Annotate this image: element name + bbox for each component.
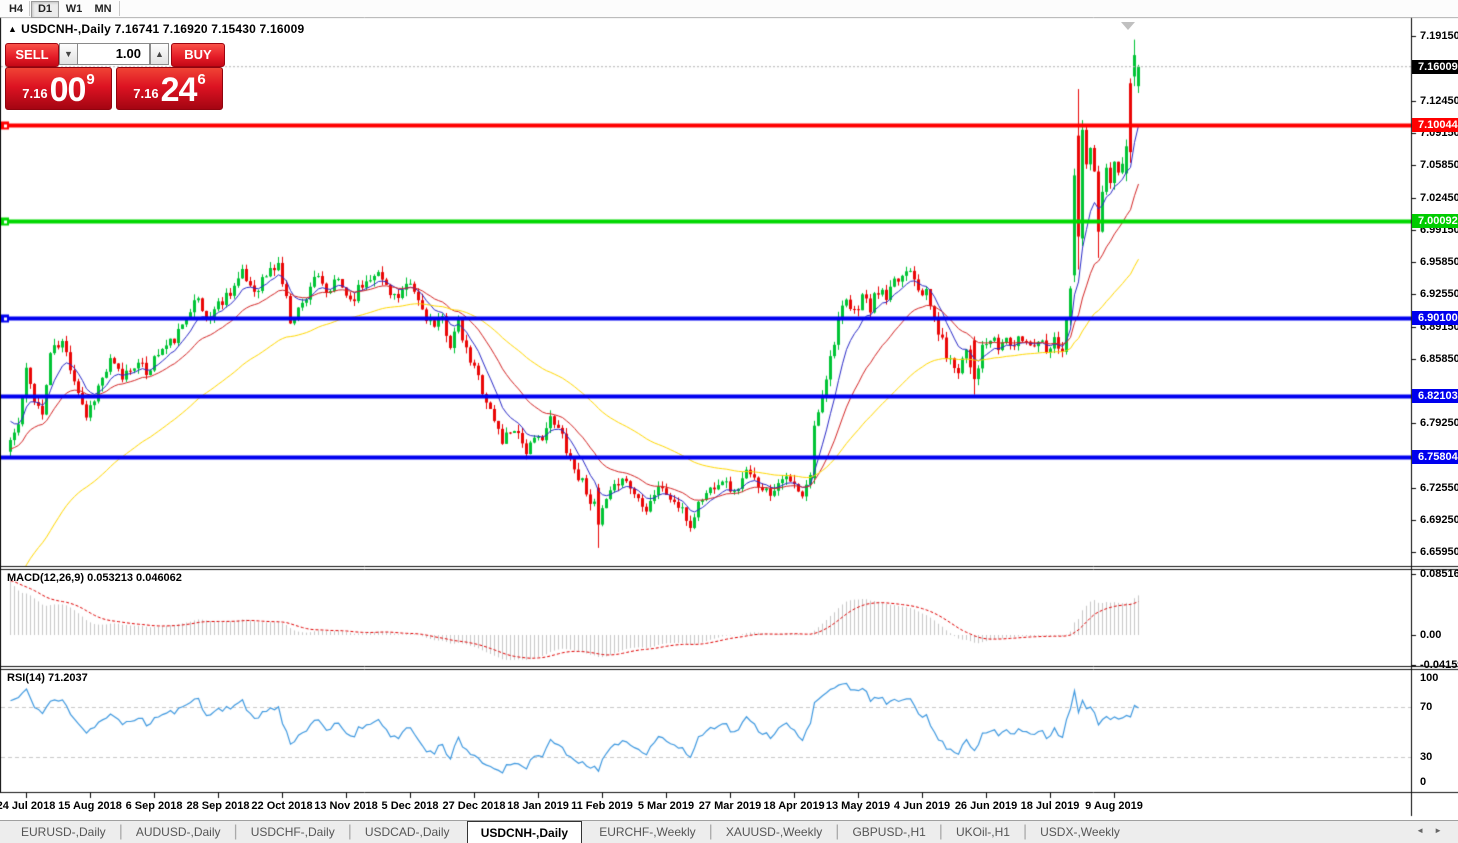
price-tick-label: 6.95850 bbox=[1420, 256, 1458, 268]
sell-price-prefix: 7.16 bbox=[22, 86, 48, 101]
sell-button[interactable]: SELL bbox=[5, 43, 59, 67]
tab-usdchf-daily[interactable]: USDCHF-,Daily bbox=[250, 825, 335, 839]
tab-scroll-arrows: ◄► bbox=[1416, 825, 1452, 836]
tab-scroll-right-icon[interactable]: ► bbox=[1434, 826, 1452, 835]
collapse-arrow-icon[interactable]: ▲ bbox=[8, 24, 18, 34]
price-tick-label: 6.69250 bbox=[1420, 514, 1458, 526]
date-tick-label: 18 Jul 2019 bbox=[1020, 800, 1080, 812]
timeframe-button-mn[interactable]: MN bbox=[94, 3, 112, 15]
timeframe-toolbar: H4 D1 W1 MN bbox=[0, 0, 1458, 18]
tab-separator: | bbox=[938, 823, 943, 840]
rsi-tick-label: 70 bbox=[1420, 701, 1433, 713]
date-tick-label: 5 Mar 2019 bbox=[637, 800, 695, 812]
price-tick-label: 6.92550 bbox=[1420, 288, 1458, 300]
date-tick-label: 24 Jul 2018 bbox=[0, 800, 56, 812]
price-tick-label: 6.79250 bbox=[1420, 417, 1458, 429]
date-tick-label: 11 Feb 2019 bbox=[571, 800, 633, 812]
price-tick-label: 7.12450 bbox=[1420, 95, 1458, 107]
tab-xauusd-weekly[interactable]: XAUUSD-,Weekly bbox=[725, 825, 823, 839]
macd-tick-label: -0.041597 bbox=[1420, 659, 1458, 671]
chart-shift-marker-icon bbox=[1121, 22, 1135, 30]
date-tick-label: 22 Oct 2018 bbox=[251, 800, 313, 812]
tab-separator: | bbox=[233, 823, 238, 840]
date-tick-label: 5 Dec 2018 bbox=[381, 800, 439, 812]
macd-label: MACD(12,26,9) 0.053213 0.046062 bbox=[7, 572, 182, 584]
symbol-ohlc: 7.16741 7.16920 7.15430 7.16009 bbox=[114, 22, 305, 36]
tab-usdx-weekly[interactable]: USDX-,Weekly bbox=[1040, 825, 1120, 839]
date-tick-label: 18 Jan 2019 bbox=[507, 800, 569, 812]
rsi-title: RSI(14) bbox=[7, 672, 45, 684]
date-tick-label: 26 Jun 2019 bbox=[954, 800, 1018, 812]
price-tick-label: 7.05850 bbox=[1420, 159, 1458, 171]
volume-input[interactable]: 1.00 bbox=[77, 43, 150, 65]
price-badge: 7.00092 bbox=[1412, 214, 1458, 228]
symbol-tab-bar: EURUSD-,Daily | AUDUSD-,Daily | USDCHF-,Dail… bbox=[0, 820, 1458, 843]
one-click-trade-widget: SELL ▼ 1.00 ▲ BUY 7.16 00 9 7.16 24 6 bbox=[4, 43, 225, 111]
tab-scroll-left-icon[interactable]: ◄ bbox=[1416, 826, 1435, 835]
macd-values: 0.053213 0.046062 bbox=[87, 572, 182, 584]
rsi-tick-label: 100 bbox=[1420, 672, 1439, 684]
tab-gbpusd-h1[interactable]: GBPUSD-,H1 bbox=[852, 825, 926, 839]
tab-usdcad-daily[interactable]: USDCAD-,Daily bbox=[364, 825, 450, 839]
timeframe-button-d1[interactable]: D1 bbox=[31, 1, 59, 18]
macd-tick-label: 0.085164 bbox=[1420, 568, 1458, 580]
tab-separator: | bbox=[118, 823, 123, 840]
date-tick-label: 18 Apr 2019 bbox=[763, 800, 825, 812]
price-tick-label: 7.19150 bbox=[1420, 30, 1458, 42]
price-tick-label: 6.72550 bbox=[1420, 482, 1458, 494]
tab-ukoil-h1[interactable]: UKOil-,H1 bbox=[955, 825, 1010, 839]
sell-price-pip: 9 bbox=[86, 71, 95, 88]
price-badge: 7.10044 bbox=[1412, 118, 1458, 132]
timeframe-button-w1[interactable]: W1 bbox=[65, 3, 83, 15]
price-badge: 7.16009 bbox=[1412, 60, 1458, 74]
date-tick-label: 13 May 2019 bbox=[825, 800, 891, 812]
tab-separator: | bbox=[347, 823, 352, 840]
date-tick-label: 27 Mar 2019 bbox=[698, 800, 762, 812]
rsi-value: 71.2037 bbox=[47, 672, 88, 684]
date-tick-label: 4 Jun 2019 bbox=[893, 800, 951, 812]
date-tick-label: 28 Sep 2018 bbox=[186, 800, 250, 812]
date-tick-label: 15 Aug 2018 bbox=[58, 800, 122, 812]
rsi-tick-label: 30 bbox=[1420, 751, 1433, 763]
buy-price-prefix: 7.16 bbox=[133, 86, 159, 101]
sell-price-big: 00 bbox=[49, 71, 87, 109]
date-tick-label: 27 Dec 2018 bbox=[442, 800, 506, 812]
tab-separator: | bbox=[708, 823, 713, 840]
price-tick-label: 6.85850 bbox=[1420, 353, 1458, 365]
toolbar-divider bbox=[119, 1, 120, 16]
tab-audusd-daily[interactable]: AUDUSD-,Daily bbox=[135, 825, 221, 839]
macd-tick-label: 0.00 bbox=[1420, 629, 1442, 641]
price-badge: 6.75804 bbox=[1412, 450, 1458, 464]
volume-decrement-button[interactable]: ▼ bbox=[59, 43, 78, 65]
macd-title: MACD(12,26,9) bbox=[7, 572, 85, 584]
buy-price-pip: 6 bbox=[197, 71, 206, 88]
date-tick-label: 9 Aug 2019 bbox=[1085, 800, 1143, 812]
buy-quote-button[interactable]: 7.16 24 6 bbox=[116, 67, 223, 110]
date-tick-label: 13 Nov 2018 bbox=[314, 800, 378, 812]
symbol-name: USDCNH-,Daily bbox=[21, 22, 112, 36]
date-tick-label: 6 Sep 2018 bbox=[125, 800, 183, 812]
buy-price-big: 24 bbox=[160, 71, 198, 109]
price-tick-label: 6.65950 bbox=[1420, 546, 1458, 558]
chart-title: ▲ USDCNH-,Daily 7.16741 7.16920 7.15430 7… bbox=[8, 22, 304, 36]
tab-usdcnh-daily[interactable]: USDCNH-,Daily bbox=[466, 821, 583, 843]
tab-eurchf-weekly[interactable]: EURCHF-,Weekly bbox=[599, 825, 696, 839]
price-tick-label: 7.02450 bbox=[1420, 192, 1458, 204]
rsi-tick-label: 0 bbox=[1420, 776, 1427, 788]
tab-separator: | bbox=[835, 823, 840, 840]
rsi-label: RSI(14) 71.2037 bbox=[7, 672, 88, 684]
toolbar-divider bbox=[29, 1, 30, 16]
tab-eurusd-daily[interactable]: EURUSD-,Daily bbox=[21, 825, 106, 839]
price-badge: 6.82103 bbox=[1412, 389, 1458, 403]
tab-separator: | bbox=[1022, 823, 1028, 840]
buy-button[interactable]: BUY bbox=[171, 43, 225, 67]
timeframe-button-h4[interactable]: H4 bbox=[8, 3, 24, 15]
price-badge: 6.90100 bbox=[1412, 311, 1458, 325]
volume-increment-button[interactable]: ▲ bbox=[150, 43, 169, 65]
sell-quote-button[interactable]: 7.16 00 9 bbox=[5, 67, 112, 110]
